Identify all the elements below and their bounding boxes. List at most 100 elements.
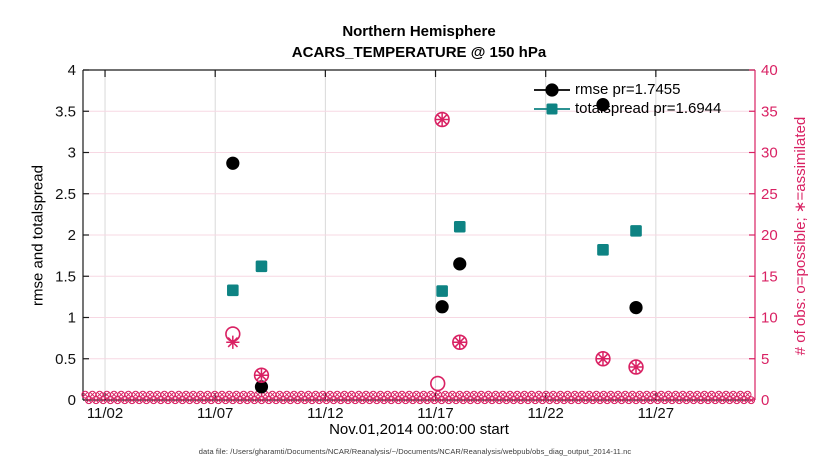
- zero-obs-cross: [593, 391, 600, 398]
- zero-obs-cross: [287, 397, 294, 403]
- zero-obs-cross: [431, 397, 438, 403]
- assimilated-point: [435, 112, 449, 127]
- zero-obs-cross: [104, 391, 110, 398]
- zero-obs-cross: [636, 391, 643, 398]
- zero-obs-cross: [294, 397, 301, 403]
- zero-obs-cross: [266, 397, 272, 403]
- possible-point: [595, 351, 611, 367]
- zero-obs-cross: [654, 397, 661, 403]
- zero-obs-cross: [222, 397, 229, 403]
- zero-obs-cross: [82, 391, 88, 398]
- zero-obs-cross: [377, 391, 384, 398]
- x-tick-label: 11/27: [638, 405, 674, 422]
- right-tick-label: 0: [761, 392, 769, 409]
- zero-obs-cross: [575, 397, 582, 403]
- zero-obs-cross: [748, 397, 754, 403]
- zero-obs-cross: [683, 397, 690, 403]
- zero-obs-cross: [471, 391, 477, 398]
- zero-obs-cross: [208, 397, 214, 403]
- zero-obs-cross: [708, 391, 715, 398]
- zero-obs-cross: [179, 397, 186, 403]
- zero-obs-cross: [194, 397, 200, 403]
- right-tick-label: 40: [761, 62, 778, 79]
- x-tick-label: 11/12: [307, 405, 343, 422]
- zero-obs-cross: [118, 391, 124, 398]
- zero-obs-cross: [737, 391, 744, 398]
- left-tick-label: 2.5: [55, 186, 76, 203]
- zero-obs-cross: [701, 391, 708, 398]
- zero-obs-cross: [215, 397, 222, 403]
- zero-obs-cross: [338, 397, 344, 403]
- zero-obs-cross: [536, 391, 542, 398]
- possible-point: [430, 375, 446, 392]
- zero-obs-cross: [226, 391, 232, 398]
- zero-obs-cross: [273, 397, 279, 403]
- zero-obs-cross: [237, 397, 243, 403]
- zero-obs-cross: [176, 391, 182, 398]
- zero-obs-cross: [453, 397, 459, 403]
- zero-obs-cross: [676, 397, 682, 403]
- zero-obs-cross: [424, 397, 430, 403]
- zero-obs-cross: [251, 397, 258, 403]
- zero-obs-cross: [233, 391, 240, 398]
- zero-obs-cross: [644, 391, 650, 398]
- zero-obs-cross: [374, 397, 380, 403]
- zero-obs-cross: [651, 391, 657, 398]
- zero-obs-cross: [330, 397, 337, 403]
- zero-obs-cross: [726, 397, 733, 403]
- possible-point: [434, 111, 450, 128]
- zero-obs-cross: [582, 397, 589, 403]
- zero-obs-cross: [370, 391, 376, 398]
- zero-obs-cross: [161, 391, 168, 398]
- zero-obs-marker: [743, 390, 752, 399]
- zero-obs-cross: [615, 391, 621, 398]
- left-tick-label: 0: [68, 392, 76, 409]
- zero-obs-cross: [212, 391, 218, 398]
- zero-obs-cross: [248, 391, 254, 398]
- zero-obs-cross: [204, 391, 211, 398]
- zero-obs-cross: [597, 397, 603, 403]
- zero-obs-cross: [298, 391, 304, 398]
- zero-obs-cross: [96, 391, 103, 398]
- zero-obs-cross: [410, 397, 416, 403]
- zero-obs-cross: [456, 391, 463, 398]
- zero-obs-cross: [417, 397, 423, 403]
- zero-obs-cross: [190, 391, 196, 398]
- zero-obs-cross: [327, 391, 333, 398]
- rmse-point: [435, 300, 449, 314]
- left-tick-label: 4: [68, 62, 76, 79]
- zero-obs-cross: [680, 391, 686, 398]
- totalspread-point: [436, 285, 448, 297]
- legend-entry-rmse: rmse pr=1.7455: [532, 80, 721, 99]
- zero-obs-cross: [291, 391, 297, 398]
- zero-obs-cross: [276, 391, 283, 398]
- zero-obs-cross: [604, 397, 610, 403]
- zero-obs-cross: [140, 391, 146, 398]
- zero-obs-cross: [611, 397, 618, 403]
- zero-obs-cross: [647, 397, 654, 403]
- x-tick-label: 11/22: [527, 405, 563, 422]
- zero-obs-cross: [136, 397, 142, 403]
- x-tick-label: 11/02: [87, 405, 123, 422]
- zero-obs-cross: [107, 397, 114, 403]
- zero-obs-cross: [543, 391, 549, 398]
- left-tick-label: 2: [68, 227, 76, 244]
- zero-obs-cross: [442, 391, 448, 398]
- zero-obs-cross: [705, 397, 711, 403]
- left-tick-label: 1.5: [55, 268, 76, 285]
- zero-obs-cross: [244, 397, 250, 403]
- zero-obs-cross: [464, 391, 470, 398]
- zero-obs-cross: [111, 391, 117, 398]
- zero-obs-cross: [356, 391, 362, 398]
- zero-obs-cross: [262, 391, 268, 398]
- left-tick-label: 1: [68, 310, 76, 327]
- zero-obs-cross: [528, 391, 535, 398]
- rmse-point: [226, 156, 240, 170]
- zero-obs-cross: [489, 397, 495, 403]
- zero-obs-cross: [428, 391, 434, 398]
- zero-obs-cross: [316, 397, 322, 403]
- zero-obs-cross: [384, 391, 391, 398]
- zero-obs-cross: [744, 391, 751, 398]
- zero-obs-cross: [402, 397, 409, 403]
